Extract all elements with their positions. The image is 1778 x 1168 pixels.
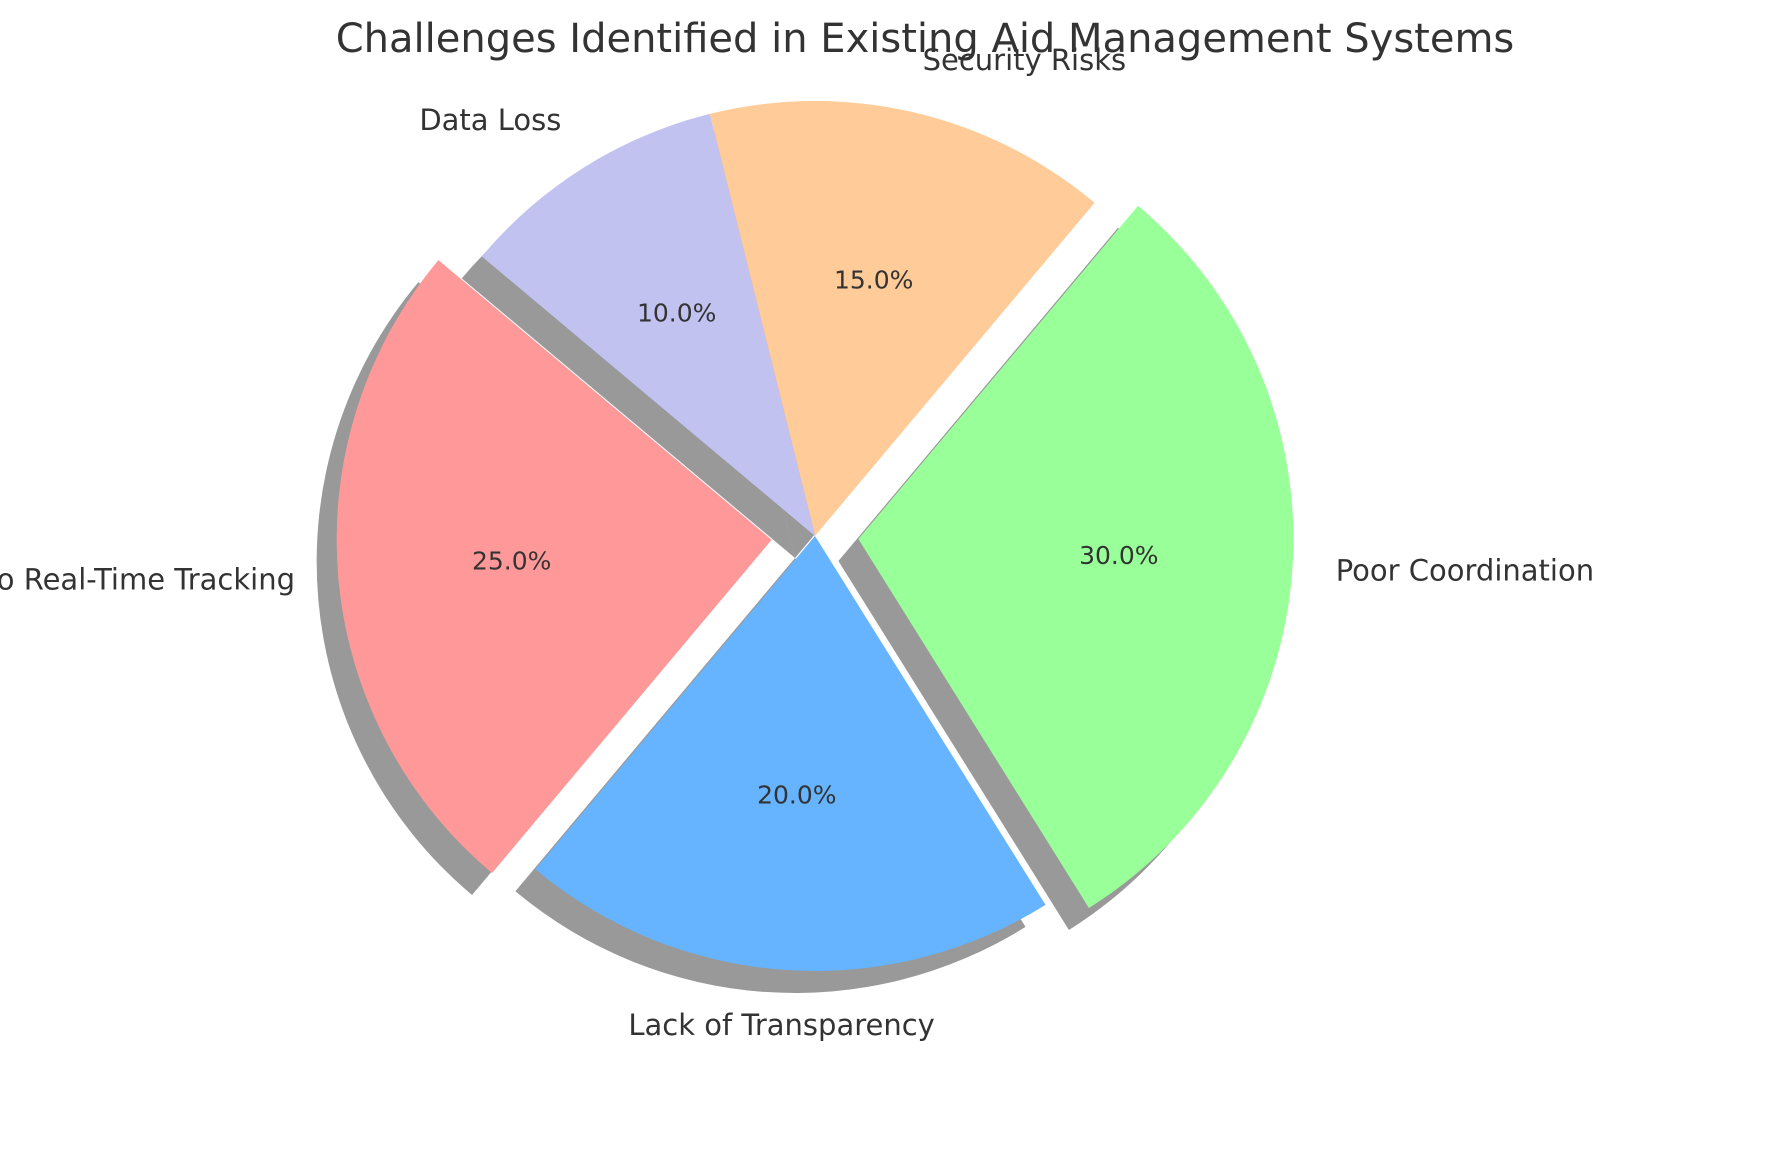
slice-layer	[336, 100, 1294, 971]
pie-slice-poor-coordination[interactable]	[858, 205, 1294, 908]
slice-label-poor-coordination: Poor Coordination	[1336, 553, 1594, 587]
pie-slice-lack-of-transparency[interactable]	[535, 536, 1046, 971]
slice-percent-poor-coordination: 30.0%	[1079, 541, 1158, 570]
slice-percent-data-loss: 10.0%	[637, 299, 716, 328]
chart-title: Challenges Identified in Existing Aid Ma…	[336, 16, 1515, 62]
slice-label-data-loss: Data Loss	[419, 103, 561, 137]
pie-slice-security-risks[interactable]	[709, 100, 1095, 536]
slice-percent-security-risks: 15.0%	[834, 266, 913, 295]
slice-percent-no-real-time-tracking: 25.0%	[472, 547, 551, 576]
pie-slice-data-loss[interactable]	[481, 113, 815, 537]
slice-label-security-risks: Security Risks	[923, 43, 1127, 77]
label-layer: No Real-Time Tracking 25.0% Lack of Transp…	[0, 43, 1594, 1042]
slice-label-lack-of-transparency: Lack of Transparency	[628, 1008, 934, 1042]
slice-percent-lack-of-transparency: 20.0%	[757, 780, 836, 809]
pie-slice-no-real-time-tracking[interactable]	[336, 260, 772, 874]
slice-label-no-real-time-tracking: No Real-Time Tracking	[0, 563, 295, 597]
